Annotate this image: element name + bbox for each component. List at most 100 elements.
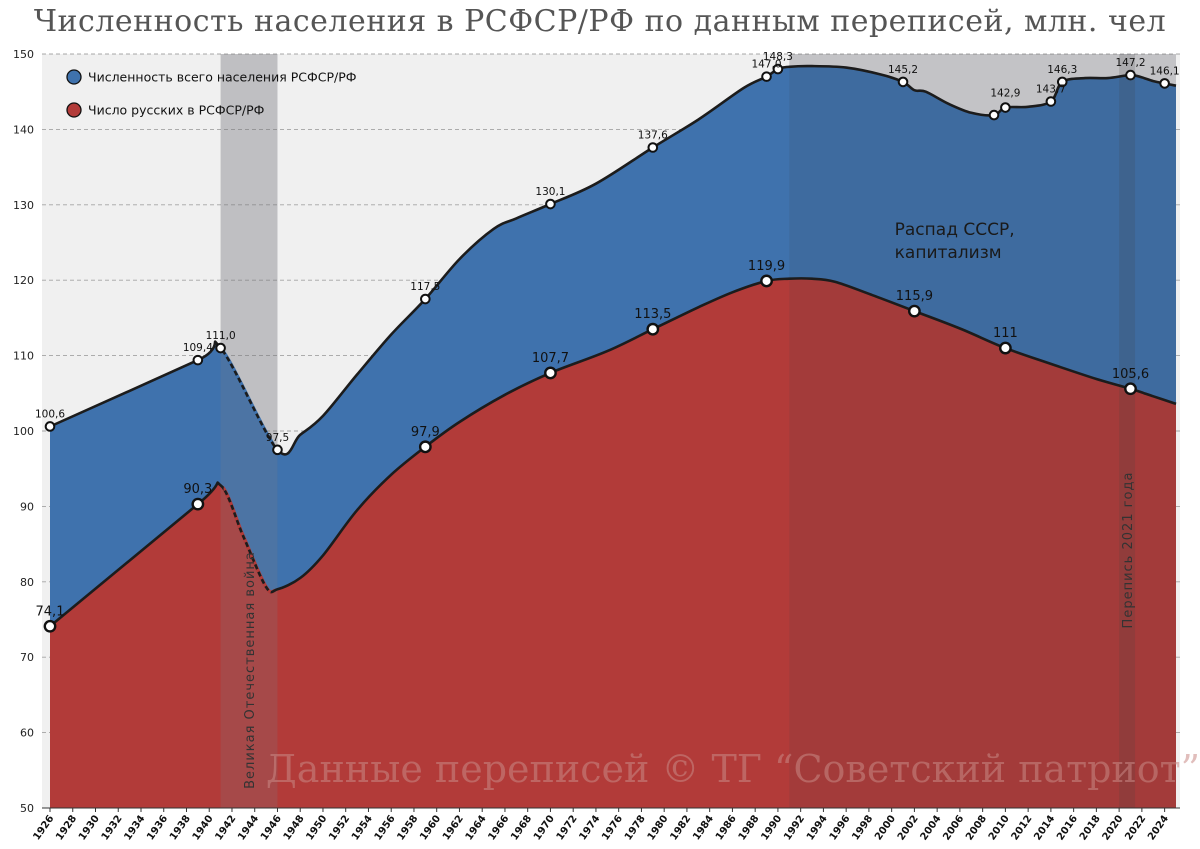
russian-data-point [908,304,921,318]
x-tick-label: 2004 [919,813,944,842]
legend: Численность всего населения РСФСР/РФ Числ… [66,69,357,118]
x-tick-label: 1948 [282,813,307,842]
total-data-point [988,109,1000,121]
total-data-label: 130,1 [535,186,565,198]
x-tick-label: 2010 [987,813,1012,842]
war-dashed-segment [223,349,275,594]
collapse-band-overlay [789,54,1176,808]
y-tick-label: 70 [20,651,34,664]
x-tick-label: 2018 [1078,813,1103,842]
russian-data-label: 97,9 [411,425,440,440]
total-data-point [215,342,226,354]
total-data-label: 147,0 [752,59,782,71]
y-tick-label: 80 [20,576,34,589]
chart-title: Численность населения в РСФСР/РФ по данн… [33,4,1167,39]
total-data-label: 142,9 [990,88,1020,100]
x-axis: 1926192819301932193419361938194019421944… [31,807,1180,843]
x-tick-label: 1960 [418,813,443,842]
legend-total-marker [66,69,82,85]
legend-total-label: Численность всего населения РСФСР/РФ [88,70,357,85]
y-tick-label: 150 [13,48,34,61]
watermark-text: Данные переписей © ТГ “Советский патриот… [266,747,1200,791]
total-data-label: 148,3 [763,51,793,63]
y-tick-label: 60 [20,727,34,740]
x-tick-label: 1954 [350,813,375,842]
y-tick-label: 110 [13,350,34,363]
total-data-point [1045,96,1057,107]
total-data-point [761,71,772,82]
x-tick-label: 1976 [600,813,625,842]
x-tick-label: 2014 [1032,813,1057,842]
x-tick-label: 2000 [873,813,898,842]
total-data-label: 109,4 [183,342,213,354]
x-tick-label: 1970 [532,813,557,842]
y-tick-label: 120 [13,274,34,287]
russian-data-point [544,366,557,380]
total-data-point [272,444,283,456]
russian-data-point [760,274,773,288]
total-data-label: 137,6 [638,129,668,141]
census-band-overlay [1119,54,1136,808]
total-data-label: 100,6 [35,408,65,420]
x-tick-label: 1936 [145,813,170,842]
total-data-point [1159,78,1170,89]
x-tick-label: 1946 [259,813,284,842]
total-data-point [1125,69,1136,81]
russian-data-label: 105,6 [1112,367,1149,382]
x-tick-label: 1932 [100,813,125,842]
war-band-overlay [220,54,278,808]
total-data-point [1056,76,1068,88]
russian-data-point [998,341,1012,355]
annotations: Распад СССР, капитализм [895,220,1015,263]
total-data-label: 143,7 [1036,84,1066,96]
x-tick-label: 2022 [1123,813,1148,842]
total-population-line [49,64,1177,456]
total-data-point [772,63,784,75]
x-tick-label: 1994 [805,813,830,842]
x-tick-label: 1978 [623,813,648,842]
x-tick-label: 2020 [1101,813,1126,842]
x-tick-label: 1926 [31,813,56,842]
x-tick-label: 1980 [646,813,671,842]
russian-data-point [191,497,205,511]
russian-population-area [50,278,1176,809]
x-tick-label: 2016 [1055,813,1080,842]
legend-russian-label: Число русских в РСФСР/РФ [88,103,265,118]
x-tick-label: 1964 [464,813,489,842]
band-overlays [220,54,1176,808]
x-tick-label: 1990 [759,813,784,842]
x-tick-label: 2006 [941,813,966,842]
total-data-point [545,198,556,210]
x-tick-label: 1986 [714,813,739,842]
x-tick-label: 2008 [964,813,989,842]
x-tick-label: 1940 [191,813,216,842]
total-data-label: 97,5 [266,432,289,444]
x-tick-label: 1930 [77,813,102,842]
total-data-point [1000,102,1011,113]
y-tick-label: 100 [13,425,34,438]
x-tick-label: 1938 [168,813,193,842]
x-tick-label: 2012 [1010,813,1035,842]
y-tick-label: 50 [20,802,34,815]
total-data-label: 146,3 [1047,64,1077,76]
x-tick-label: 1968 [509,813,534,842]
total-data-label: 147,2 [1115,57,1145,69]
census-band-label: Перепись 2021 года [1121,472,1136,629]
x-tick-label: 1974 [577,813,602,842]
x-tick-label: 2024 [1146,813,1171,842]
data-labels: 100,6109,4111,097,5117,5130,1137,6147,01… [35,51,1180,619]
x-tick-label: 1928 [54,813,79,842]
x-tick-label: 1944 [236,813,261,842]
x-tick-label: 1958 [395,813,420,842]
russian-data-label: 107,7 [532,351,569,366]
russian-data-point [418,440,432,454]
russian-data-label: 111 [993,326,1018,341]
x-tick-label: 1956 [373,813,398,842]
russian-data-point [43,619,57,633]
x-tick-label: 2002 [896,813,921,842]
x-tick-label: 1998 [850,813,875,842]
russian-data-point [1124,382,1137,396]
war-band-label: Великая Отечественная война [243,551,258,789]
russian-data-label: 90,3 [183,482,212,497]
